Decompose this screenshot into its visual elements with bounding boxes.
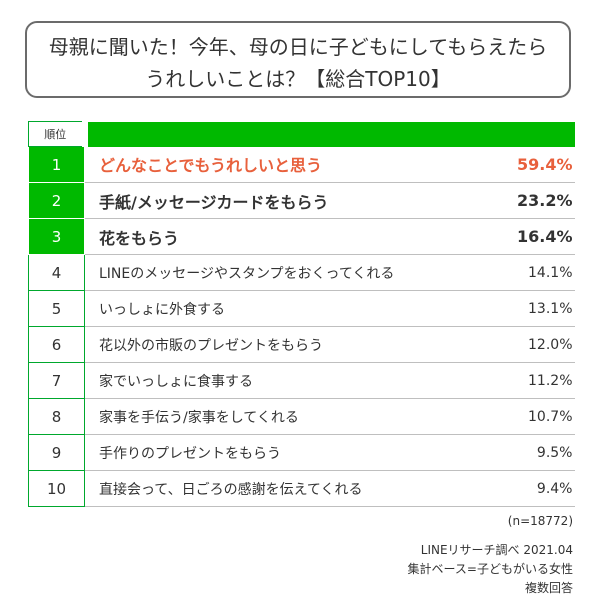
item-label: 家でいっしょに食事する [84, 362, 485, 399]
rank-cell: 10 [28, 470, 85, 507]
rank-cell: 1 [28, 146, 85, 183]
rank-cell: 3 [28, 218, 85, 255]
item-label: どんなことでもうれしいと思う [84, 146, 485, 183]
rank-cell: 8 [28, 398, 85, 435]
table-row: 9 手作りのプレゼントをもらう 9.5% [28, 434, 575, 471]
table-row: 3 花をもらう 16.4% [28, 218, 575, 255]
rank-cell: 7 [28, 362, 85, 399]
percentage-value: 11.2% [484, 362, 575, 399]
table-row: 10 直接会って、日ごろの感謝を伝えてくれる 9.4% [28, 470, 575, 507]
table-row: 1 どんなことでもうれしいと思う 59.4% [28, 146, 575, 183]
header-green-bar [81, 121, 575, 147]
sample-size-note: (n=18772) [507, 514, 573, 528]
percentage-value: 16.4% [484, 218, 575, 255]
item-label: LINEのメッセージやスタンプをおくってくれる [84, 254, 485, 291]
rank-cell: 4 [28, 254, 85, 291]
table-row: 4 LINEのメッセージやスタンプをおくってくれる 14.1% [28, 254, 575, 291]
rank-cell: 5 [28, 290, 85, 327]
percentage-value: 10.7% [484, 398, 575, 435]
rank-cell: 6 [28, 326, 85, 363]
table-header-row: 順位 [28, 121, 575, 147]
ranking-table: 順位 1 どんなことでもうれしいと思う 59.4% 2 手紙/メッセージカードをもらう 2… [28, 121, 575, 507]
source-note: LINEリサーチ調べ 2021.04 [420, 543, 573, 557]
chart-title-line-2: うれしいことは？【総合TOP10】 [145, 67, 451, 91]
item-label: 花をもらう [84, 218, 485, 255]
item-label: 手作りのプレゼントをもらう [84, 434, 485, 471]
item-label: 花以外の市販のプレゼントをもらう [84, 326, 485, 363]
item-label: 直接会って、日ごろの感謝を伝えてくれる [84, 470, 485, 507]
percentage-value: 59.4% [484, 146, 575, 183]
rank-cell: 9 [28, 434, 85, 471]
table-row: 8 家事を手伝う/家事をしてくれる 10.7% [28, 398, 575, 435]
rank-column-header: 順位 [28, 121, 85, 147]
title-box: 母親に聞いた！今年、母の日に子どもにしてもらえたら うれしいことは？【総合TOP… [25, 21, 571, 98]
percentage-value: 23.2% [484, 182, 575, 219]
chart-title-line-1: 母親に聞いた！今年、母の日に子どもにしてもらえたら [48, 35, 548, 59]
percentage-value: 9.4% [484, 470, 575, 507]
item-label: いっしょに外食する [84, 290, 485, 327]
percentage-value: 14.1% [484, 254, 575, 291]
percentage-value: 13.1% [484, 290, 575, 327]
answer-type-note: 複数回答 [524, 581, 573, 595]
table-row: 5 いっしょに外食する 13.1% [28, 290, 575, 327]
base-note: 集計ベース=子どもがいる女性 [407, 562, 573, 576]
item-label: 手紙/メッセージカードをもらう [84, 182, 485, 219]
percentage-value: 12.0% [484, 326, 575, 363]
table-row: 6 花以外の市販のプレゼントをもらう 12.0% [28, 326, 575, 363]
ranking-table-body: 順位 1 どんなことでもうれしいと思う 59.4% 2 手紙/メッセージカードをもらう 2… [28, 121, 575, 507]
item-label: 家事を手伝う/家事をしてくれる [84, 398, 485, 435]
table-row: 2 手紙/メッセージカードをもらう 23.2% [28, 182, 575, 219]
table-row: 7 家でいっしょに食事する 11.2% [28, 362, 575, 399]
rank-cell: 2 [28, 182, 85, 219]
percentage-value: 9.5% [484, 434, 575, 471]
